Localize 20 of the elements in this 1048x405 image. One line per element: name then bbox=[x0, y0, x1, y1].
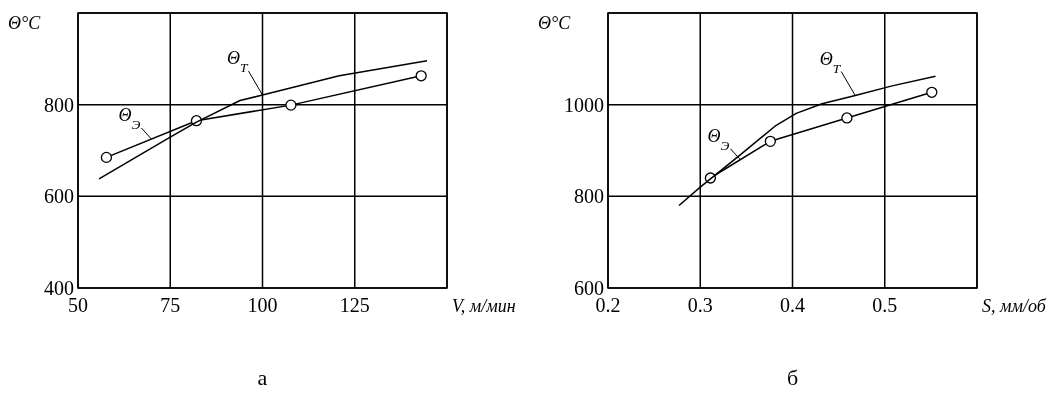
y-axis-title: Θ°C bbox=[538, 13, 572, 33]
series-label: Θ$_{Т}$ bbox=[819, 48, 842, 75]
series-label: Θ$_{Т}$ bbox=[226, 48, 249, 75]
y-tick-label: 800 bbox=[574, 185, 604, 208]
y-tick-label: 1000 bbox=[564, 93, 604, 116]
text: б bbox=[786, 365, 799, 390]
x-tick-label: 75 bbox=[160, 294, 181, 316]
series-label: Θ$_{Э}$ bbox=[118, 105, 141, 132]
x-tick-label: 0.5 bbox=[872, 294, 898, 316]
x-tick-label: 100 bbox=[247, 294, 278, 316]
y-tick-label: 800 bbox=[44, 93, 74, 116]
x-tick-label: 125 bbox=[339, 294, 370, 316]
text: а bbox=[257, 365, 268, 390]
series-label: Θ$_{Э}$ bbox=[707, 125, 730, 153]
x-tick-label: 0.4 bbox=[780, 294, 805, 316]
x-axis-title: S, мм/об bbox=[982, 296, 1047, 316]
y-tick-label: 600 bbox=[44, 185, 74, 208]
y-axis-title: Θ°C bbox=[8, 13, 42, 33]
x-tick-label: 0.3 bbox=[687, 294, 713, 316]
x-axis-title: V, м/мин bbox=[452, 296, 516, 316]
